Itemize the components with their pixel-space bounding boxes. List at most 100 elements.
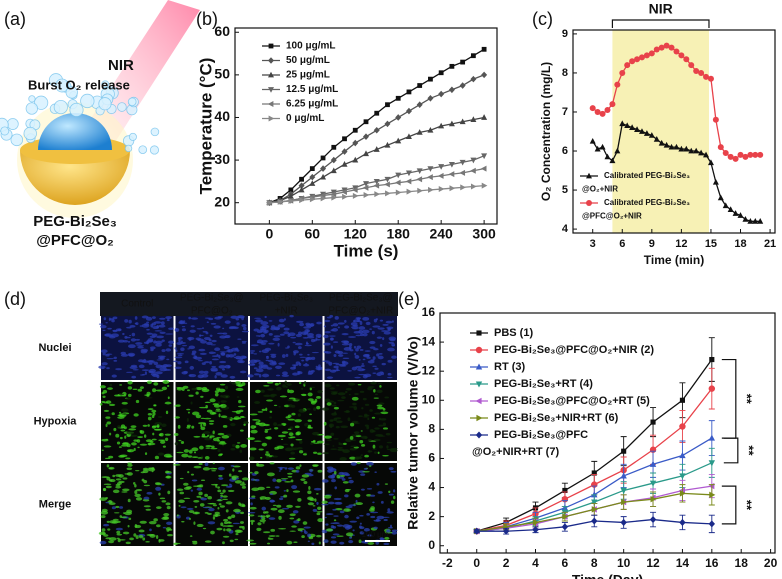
cell-signal xyxy=(353,406,358,411)
legend-label: PEG-Bi₂Se₃@PFC@O₂+RT (5) xyxy=(494,395,650,407)
cell-signal xyxy=(155,371,163,375)
marker xyxy=(352,127,358,133)
cell-signal xyxy=(224,385,229,390)
cell-signal xyxy=(278,382,281,385)
cell-signal xyxy=(101,392,105,395)
cell-signal xyxy=(326,376,334,379)
marker xyxy=(586,200,592,206)
cell-signal xyxy=(249,506,257,510)
cell-signal xyxy=(299,322,305,327)
cell-signal xyxy=(309,497,315,502)
cell-signal xyxy=(258,365,263,369)
marker xyxy=(747,151,754,158)
cell-signal xyxy=(362,333,368,337)
cell-signal xyxy=(276,386,282,391)
header-band xyxy=(100,292,398,316)
cell-signal xyxy=(323,334,329,339)
marker xyxy=(405,170,412,177)
cell-signal xyxy=(343,508,351,512)
cell-signal xyxy=(108,540,115,544)
cell-signal xyxy=(124,335,128,339)
cell-signal xyxy=(101,508,108,513)
x-axis-label: Time (min) xyxy=(644,253,704,267)
cell-signal xyxy=(382,427,389,430)
cell-signal xyxy=(181,453,189,458)
cell-signal xyxy=(204,401,211,404)
cell-signal xyxy=(126,397,131,400)
cell-signal xyxy=(369,340,376,345)
cell-signal xyxy=(255,368,264,373)
cell-signal xyxy=(151,467,155,470)
significance-label: ** xyxy=(741,445,756,456)
marker xyxy=(727,206,734,212)
cell-signal xyxy=(205,445,213,448)
cell-signal xyxy=(349,447,357,451)
marker xyxy=(591,470,597,476)
cell-signal xyxy=(217,489,222,493)
cell-signal xyxy=(178,338,181,343)
y-tick-label: 2 xyxy=(428,509,435,523)
cell-signal xyxy=(117,416,125,419)
cell-signal xyxy=(269,462,275,465)
cell-signal xyxy=(260,321,269,326)
cell-signal xyxy=(364,414,370,417)
cell-signal xyxy=(263,384,270,387)
cell-signal xyxy=(143,479,148,484)
cell-signal xyxy=(249,497,256,500)
cell-signal xyxy=(125,541,131,545)
cell-signal xyxy=(191,425,195,429)
cell-signal xyxy=(382,422,387,427)
cell-signal xyxy=(388,493,394,496)
marker xyxy=(362,184,369,191)
cell-signal xyxy=(211,470,217,472)
cell-signal xyxy=(287,418,295,421)
legend-label: 6.25 μg/mL xyxy=(286,99,338,110)
cell-signal xyxy=(337,392,346,396)
cell-signal xyxy=(321,479,329,483)
cell-signal xyxy=(186,507,194,510)
cell-signal xyxy=(250,352,254,354)
cell-signal xyxy=(236,322,240,326)
cell-signal xyxy=(269,493,274,495)
cell-signal xyxy=(210,344,216,346)
cell-signal xyxy=(312,508,318,512)
cell-signal xyxy=(149,534,156,538)
row-label: Merge xyxy=(39,498,71,510)
cell-signal xyxy=(181,325,186,328)
cell-signal xyxy=(241,324,247,327)
marker xyxy=(643,52,650,59)
cell-signal xyxy=(336,474,341,479)
panel-label: (d) xyxy=(4,289,26,309)
cell-signal xyxy=(229,381,232,383)
cell-signal xyxy=(270,354,277,359)
cell-signal xyxy=(145,508,152,511)
column-header: PFC@O₂+NIR xyxy=(328,306,393,317)
cell-signal xyxy=(178,499,185,504)
cell-signal xyxy=(366,425,370,430)
cell-signal xyxy=(119,506,124,509)
cell-signal xyxy=(258,350,262,353)
marker xyxy=(599,110,606,117)
marker xyxy=(481,71,488,79)
cell-signal xyxy=(162,445,166,448)
cell-signal xyxy=(274,382,279,386)
cell-signal xyxy=(134,493,141,498)
cell-signal xyxy=(268,333,273,336)
cell-signal xyxy=(307,332,314,337)
marker xyxy=(459,169,466,176)
cell-signal xyxy=(272,504,277,507)
y-tick-label: 8 xyxy=(428,422,435,436)
cell-signal xyxy=(336,535,344,537)
x-tick-label: 14 xyxy=(676,556,690,570)
cell-signal xyxy=(199,445,204,450)
cell-signal xyxy=(215,372,223,376)
cell-signal xyxy=(121,408,129,412)
cell-signal xyxy=(144,371,147,376)
marker xyxy=(470,157,477,164)
cell-signal xyxy=(339,510,345,514)
cell-signal xyxy=(291,525,297,528)
cell-signal xyxy=(137,346,144,349)
cell-signal xyxy=(121,401,128,405)
cell-signal xyxy=(242,326,247,331)
cell-signal xyxy=(191,540,198,543)
